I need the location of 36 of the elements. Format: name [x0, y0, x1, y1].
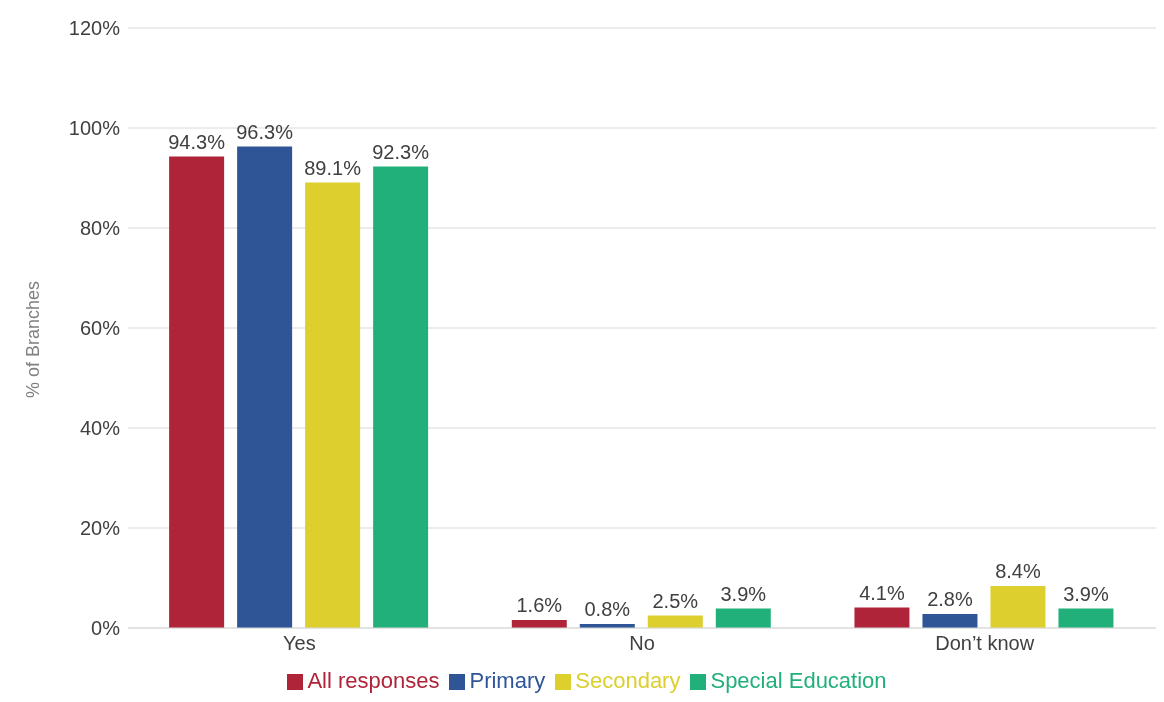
y-tick-label: 100% — [68, 117, 121, 140]
data-label: 2.8% — [927, 588, 973, 610]
data-label: 2.5% — [652, 589, 699, 612]
legend-label: All responses — [307, 668, 440, 693]
x-tick-label: No — [629, 632, 655, 655]
y-tick-label: 40% — [79, 417, 121, 440]
data-label: 92.3% — [372, 140, 430, 163]
data-label: 1.6% — [516, 594, 563, 616]
legend-label: Special Education — [710, 668, 887, 693]
y-tick-label: 60% — [79, 317, 121, 340]
bar — [373, 166, 429, 628]
bar — [854, 607, 910, 628]
data-label: 89.1% — [304, 156, 362, 179]
x-tick-label: Yes — [283, 632, 316, 655]
data-label: 8.4% — [995, 560, 1041, 582]
y-tick-label: 20% — [79, 517, 121, 540]
x-tick-label: Don’t know — [935, 632, 1035, 655]
bar — [237, 146, 293, 628]
bar — [169, 156, 225, 628]
y-tick-label: 120% — [68, 17, 121, 40]
bar — [1058, 608, 1114, 628]
data-label: 3.9% — [1063, 582, 1109, 605]
data-label: 3.9% — [720, 582, 767, 605]
y-tick-label: 80% — [79, 217, 121, 240]
y-tick-label: 0% — [91, 617, 121, 640]
data-label: 96.3% — [236, 120, 294, 143]
bar — [990, 586, 1046, 628]
bar — [922, 614, 978, 628]
legend-label: Primary — [469, 668, 546, 693]
data-label: 0.8% — [584, 598, 631, 620]
data-label: 4.1% — [859, 581, 905, 604]
bar — [305, 182, 361, 628]
legend-label: Secondary — [575, 668, 681, 693]
data-label: 94.3% — [168, 130, 226, 153]
y-axis-title: % of Branches — [23, 280, 44, 398]
bar — [715, 608, 771, 628]
